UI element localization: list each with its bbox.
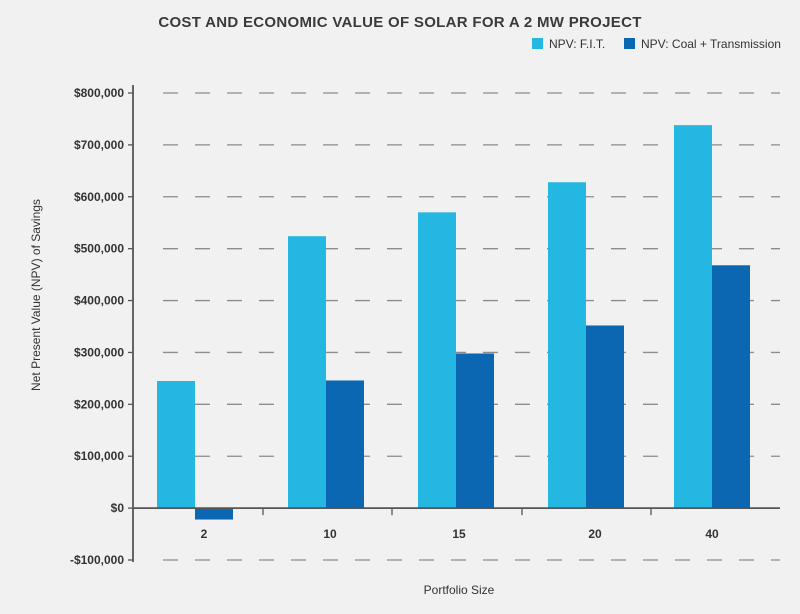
chart-title: COST AND ECONOMIC VALUE OF SOLAR FOR A 2…	[158, 14, 641, 31]
legend-swatch-coal	[624, 38, 635, 49]
bar-npv-fit	[288, 236, 326, 509]
bar-npv-coal-transmission	[326, 380, 364, 509]
y-axis-title: Net Present Value (NPV) of Savings	[29, 199, 43, 391]
x-axis-title: Portfolio Size	[424, 583, 495, 597]
bar-npv-fit	[418, 212, 456, 509]
y-tick-label: $300,000	[74, 345, 124, 359]
y-tick-label: $200,000	[74, 397, 124, 411]
legend-label-coal: NPV: Coal + Transmission	[641, 37, 781, 51]
y-tick-label: $700,000	[74, 138, 124, 152]
y-tick-label: $500,000	[74, 242, 124, 256]
bar-npv-fit	[548, 182, 586, 509]
x-tick-label: 20	[588, 527, 602, 541]
bar-npv-fit	[674, 125, 712, 509]
legend-label-fit: NPV: F.I.T.	[549, 37, 605, 51]
x-tick-label: 15	[452, 527, 466, 541]
y-tick-label: $400,000	[74, 294, 124, 308]
legend: NPV: F.I.T. NPV: Coal + Transmission	[532, 37, 781, 51]
bar-npv-coal-transmission	[586, 325, 624, 509]
y-tick-label: $100,000	[74, 449, 124, 463]
y-tick-label: $800,000	[74, 86, 124, 100]
bar-npv-coal-transmission	[456, 353, 494, 509]
legend-swatch-fit	[532, 38, 543, 49]
y-tick-label: $0	[111, 501, 125, 515]
bar-npv-coal-transmission	[195, 508, 233, 520]
y-tick-label: $600,000	[74, 190, 124, 204]
x-tick-label: 40	[705, 527, 719, 541]
bars	[157, 125, 750, 520]
x-tick-label: 10	[323, 527, 337, 541]
tick-labels: -$100,000 $0 $100,000 $200,000 $300,000 $400,…	[70, 86, 719, 567]
axes	[128, 85, 780, 562]
y-tick-label: -$100,000	[70, 553, 124, 567]
bar-npv-fit	[157, 380, 195, 509]
x-tick-label: 2	[201, 527, 208, 541]
bar-npv-coal-transmission	[712, 265, 750, 509]
